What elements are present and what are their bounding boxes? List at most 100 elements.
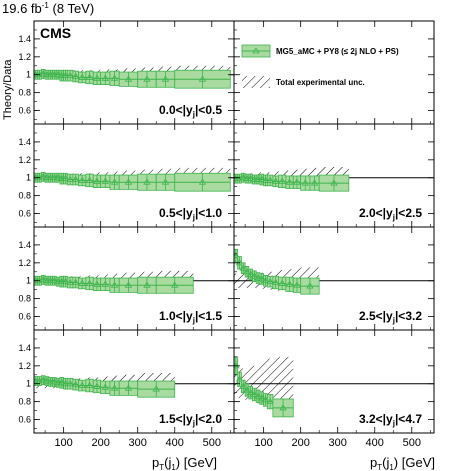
theory-marker [306,282,314,289]
cms-label: CMS [40,25,71,41]
theory-marker [198,75,207,82]
legend-unc-swatch [242,76,270,88]
theory-marker [143,178,151,185]
theory-marker [78,176,86,183]
theory-marker [66,175,74,182]
y-tick-label: 0.8 [18,294,31,304]
theory-marker [266,397,274,405]
rapidity-label: 2.5<|yj|<3.2 [359,309,422,325]
theory-marker [310,179,319,186]
rapidity-label: 1.5<|yj|<2.0 [159,412,222,428]
panel-plot-area [34,167,234,192]
theory-marker [271,177,280,184]
panel-plot-area [34,65,234,89]
theory-marker [93,280,101,287]
theory-marker [101,280,110,287]
x-tick-label: 100 [54,437,72,449]
panel-plot-area [234,356,434,418]
theory-marker [152,385,160,392]
rapidity-label: 0.5<|yj|<1.0 [159,206,222,222]
y-tick-label: 1.2 [18,155,31,165]
y-tick-label: 0.6 [18,209,31,219]
y-axis-title: Theory/Data [2,59,14,120]
theory-marker [271,278,280,285]
theory-marker [266,277,274,285]
theory-marker [110,178,119,185]
theory-marker [110,74,119,81]
theory-marker [161,178,170,185]
panel-8: 3.2<|yj|<4.7 100 200 300 400 500 [233,329,435,449]
x-tick-label: 400 [166,437,184,449]
panel-4: 2.0<|yj|<2.5 [233,123,435,228]
panel-frame [233,329,435,434]
y-tick-label: 1.2 [18,258,31,268]
theory-marker [285,178,294,185]
theory-marker [93,177,101,184]
theory-marker [110,281,119,288]
theory-marker [93,74,101,81]
theory-marker [198,178,207,185]
theory-marker [161,75,170,82]
theory-marker [71,72,80,79]
theory-marker [124,178,133,185]
x-tick-label: 500 [203,437,221,449]
y-tick-label: 1 [26,379,31,389]
theory-marker [293,281,301,288]
y-tick-label: 0.8 [18,88,31,98]
theory-marker [101,177,110,184]
theory-marker [85,381,94,388]
x-axis-title-right: pT(j1) [GeV] [370,455,435,471]
panel-5: 1.0<|yj|<1.5 0.6 0.8 1 1.2 1.4 [18,226,235,331]
theory-marker [278,177,286,184]
y-tick-label: 1 [26,70,31,80]
rapidity-label: 0.0<|yj|<0.5 [159,103,222,119]
y-tick-label: 0.6 [18,106,31,116]
x-tick-label: 200 [291,437,309,449]
panel-plot-area [234,248,434,295]
rapidity-label: 3.2<|yj|<4.7 [359,412,422,428]
y-tick-label: 0.8 [18,191,31,201]
x-tick-label: 100 [254,437,272,449]
y-tick-label: 0.6 [18,312,31,322]
theory-marker [71,175,80,182]
theory-marker [85,279,94,286]
panel-1: 0.0<|yj|<0.5 0.6 0.8 1 1.2 1.4 [18,20,235,125]
x-axis-title-left: pT(j1) [GeV] [152,455,217,471]
luminosity-label: 19.6 fb-1 (8 TeV) [2,1,94,16]
theory-marker [301,179,310,186]
energy-label: (8 TeV) [49,1,94,16]
y-tick-label: 0.6 [18,415,31,425]
theory-marker [78,73,86,80]
y-tick-label: 1.2 [18,52,31,62]
theory-marker [71,278,80,285]
theory-marker [66,71,74,79]
x-tick-label: 300 [329,437,347,449]
panel-plot-area [234,166,434,192]
theory-marker [101,383,110,390]
theory-marker [293,178,301,185]
theory-marker [66,379,74,387]
theory-marker [285,280,294,287]
panel-6: 2.5<|yj|<3.2 [233,226,435,331]
theory-marker [110,384,119,391]
y-tick-label: 1 [26,173,31,183]
theory-marker [330,179,338,186]
theory-marker [85,73,94,80]
theory-marker [279,404,287,411]
theory-marker [235,375,244,382]
theory-marker [143,75,151,82]
theory-marker [85,176,94,183]
panel-2: MG5_aMC + PY8 (≤ 2j NLO + PS) Total exper… [233,20,435,125]
y-tick-label: 1.4 [18,343,31,353]
theory-marker [235,259,244,266]
panel-plot-area [34,270,234,294]
legend: MG5_aMC + PY8 (≤ 2j NLO + PS) Total exper… [241,44,399,88]
panel-grid: 0.0<|yj|<0.5 0.6 0.8 1 1.2 1.4 MG5_aMC + PY8 (… [18,20,435,449]
rapidity-label: 1.0<|yj|<1.5 [159,309,222,325]
theory-marker [278,279,286,286]
x-tick-label: 300 [129,437,147,449]
theory-marker [78,279,86,286]
legend-model-label: MG5_aMC + PY8 (≤ 2j NLO + PS) [276,47,399,56]
theory-marker [124,281,133,288]
theory-marker [124,75,133,82]
